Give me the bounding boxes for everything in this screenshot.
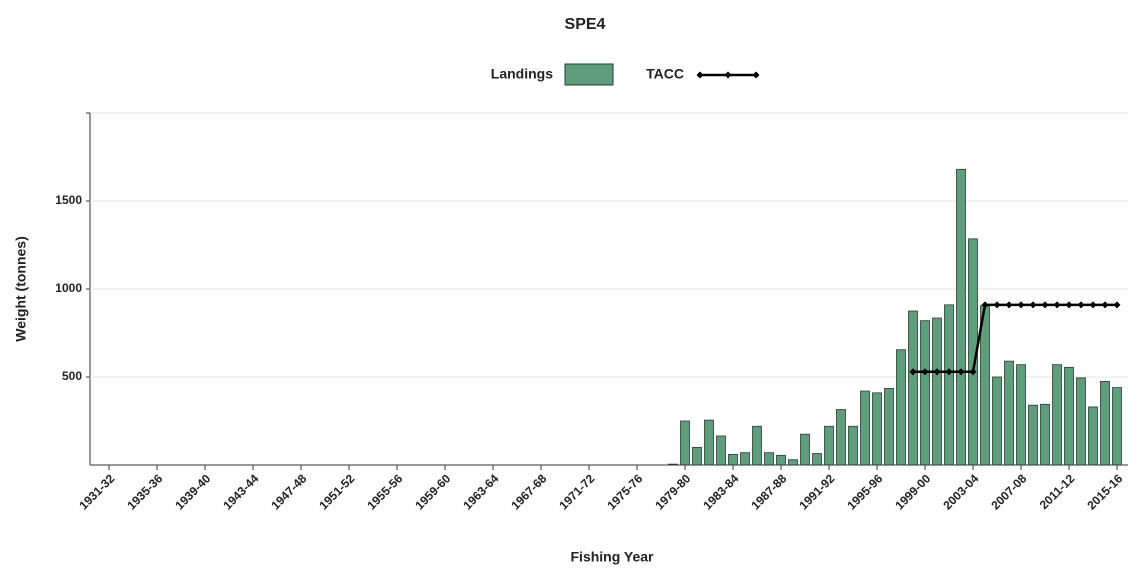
bar [1112,387,1122,466]
bar [812,453,822,466]
bar [920,320,930,466]
x-tick-label: 1955-56 [364,471,405,512]
marker [1113,301,1121,309]
marker [1053,301,1061,309]
bar [1016,364,1026,466]
bar [872,392,882,466]
x-tick-label: 2011-12 [1037,471,1078,512]
bar [956,168,966,466]
legend-label: TACC [646,66,684,82]
x-tick-label: 1951-52 [316,471,357,512]
x-tick-label: 2015-16 [1084,471,1125,512]
x-tick-label: 2007-08 [988,471,1029,512]
marker [933,368,941,376]
bar [728,454,738,466]
x-tick-label: 1943-44 [220,471,261,512]
y-tick-label: 1000 [55,281,82,295]
bar [944,304,954,466]
bar [992,376,1002,466]
bar [1088,406,1098,466]
x-tick-label: 1935-36 [124,471,165,512]
bar [908,310,918,466]
marker [921,368,929,376]
x-tick-label: 1939-40 [172,471,213,512]
x-tick-label: 1971-72 [556,471,597,512]
legend-marker [752,71,760,79]
y-tick-label: 500 [62,369,82,383]
x-tick-label: 1995-96 [844,471,885,512]
bar [1028,404,1038,466]
x-tick-label: 1959-60 [412,471,453,512]
chart-title: SPE4 [565,16,606,33]
bar [884,388,894,466]
x-tick-label: 1975-76 [604,471,645,512]
marker [1005,301,1013,309]
bar [1100,380,1110,466]
bar [896,349,906,466]
x-tick-label: 1987-88 [748,471,789,512]
marker [1065,301,1073,309]
bar [860,390,870,466]
marker [1041,301,1049,309]
marker [945,368,953,376]
bar [1004,360,1014,466]
bar [932,317,942,466]
bar [740,452,750,466]
x-tick-label: 1999-00 [892,471,933,512]
marker [969,368,977,376]
marker [1101,301,1109,309]
x-tick-label: 1979-80 [652,471,693,512]
bar [680,420,690,466]
y-tick-label: 1500 [55,193,82,207]
bar [848,425,858,466]
x-axis-title: Fishing Year [571,549,655,565]
bar [1064,366,1074,466]
x-tick-label: 1931-32 [76,471,117,512]
bar [752,425,762,466]
line [913,303,1117,373]
legend-label: Landings [491,66,553,82]
x-tick-label: 1963-64 [460,471,501,512]
marker [909,368,917,376]
legend-marker [696,71,704,79]
marker [1077,301,1085,309]
bar [1052,364,1062,466]
marker [1017,301,1025,309]
x-tick-label: 2003-04 [940,471,981,512]
x-tick-label: 1947-48 [268,471,309,512]
x-tick-label: 1991-92 [796,471,837,512]
bar [764,452,774,466]
x-tick-label: 1983-84 [700,471,741,512]
bar [788,459,798,466]
marker [957,368,965,376]
marker [1089,301,1097,309]
bar [836,409,846,466]
legend-marker [724,71,732,79]
bar [824,425,834,466]
bar [776,454,786,466]
bar [980,305,990,466]
marker [1029,301,1037,309]
legend-swatch [564,63,614,86]
bar [1076,377,1086,466]
bar [704,419,714,466]
bar [1040,403,1050,466]
bar [716,435,726,466]
marker [981,301,989,309]
marker [993,301,1001,309]
bar [800,433,810,466]
bar [692,446,702,466]
x-tick-label: 1967-68 [508,471,549,512]
y-axis-title: Weight (tonnes) [13,236,29,342]
